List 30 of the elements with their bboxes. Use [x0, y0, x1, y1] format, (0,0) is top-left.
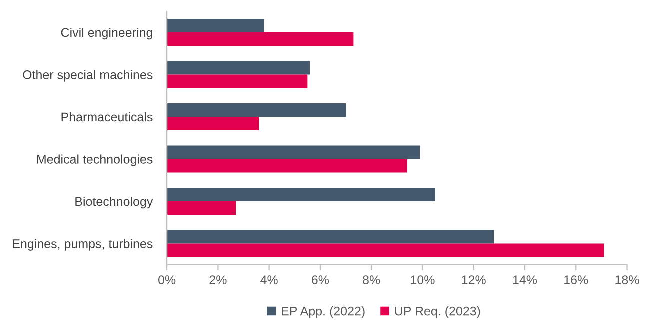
x-tick-label: 18%	[616, 276, 640, 284]
bar	[167, 74, 308, 88]
bar	[167, 230, 494, 244]
y-tick-label: Civil engineering	[61, 28, 152, 40]
bar	[167, 32, 354, 46]
x-tick-label: 2%	[210, 276, 227, 284]
y-tick-label: Biotechnology	[76, 196, 154, 209]
bar	[167, 244, 604, 258]
x-tick-label: 14%	[513, 276, 538, 284]
y-tick-label: Medical technologies	[37, 154, 153, 166]
x-tick-label: 6%	[312, 276, 330, 284]
x-tick-label: 8%	[363, 276, 380, 284]
bar	[167, 146, 420, 160]
y-tick-label: Other special machines	[23, 70, 153, 82]
bar	[167, 202, 236, 216]
legend-label: EP App. (2022)	[282, 306, 365, 318]
bar	[167, 159, 408, 173]
y-tick-label: Pharmaceuticals	[62, 112, 153, 122]
bar	[167, 18, 264, 32]
x-tick-label: 4%	[260, 276, 278, 284]
x-tick-label: 16%	[564, 276, 588, 284]
x-tick-label: 0%	[158, 276, 176, 284]
bar	[167, 61, 310, 75]
bar	[167, 117, 260, 131]
bar	[167, 188, 436, 202]
y-tick-label: Engines, pumps, turbines	[13, 239, 153, 251]
x-tick-label: 10%	[411, 276, 435, 284]
x-tick-label: 12%	[462, 276, 486, 284]
bar	[167, 103, 346, 117]
legend-label: UP Req. (2023)	[395, 306, 480, 318]
